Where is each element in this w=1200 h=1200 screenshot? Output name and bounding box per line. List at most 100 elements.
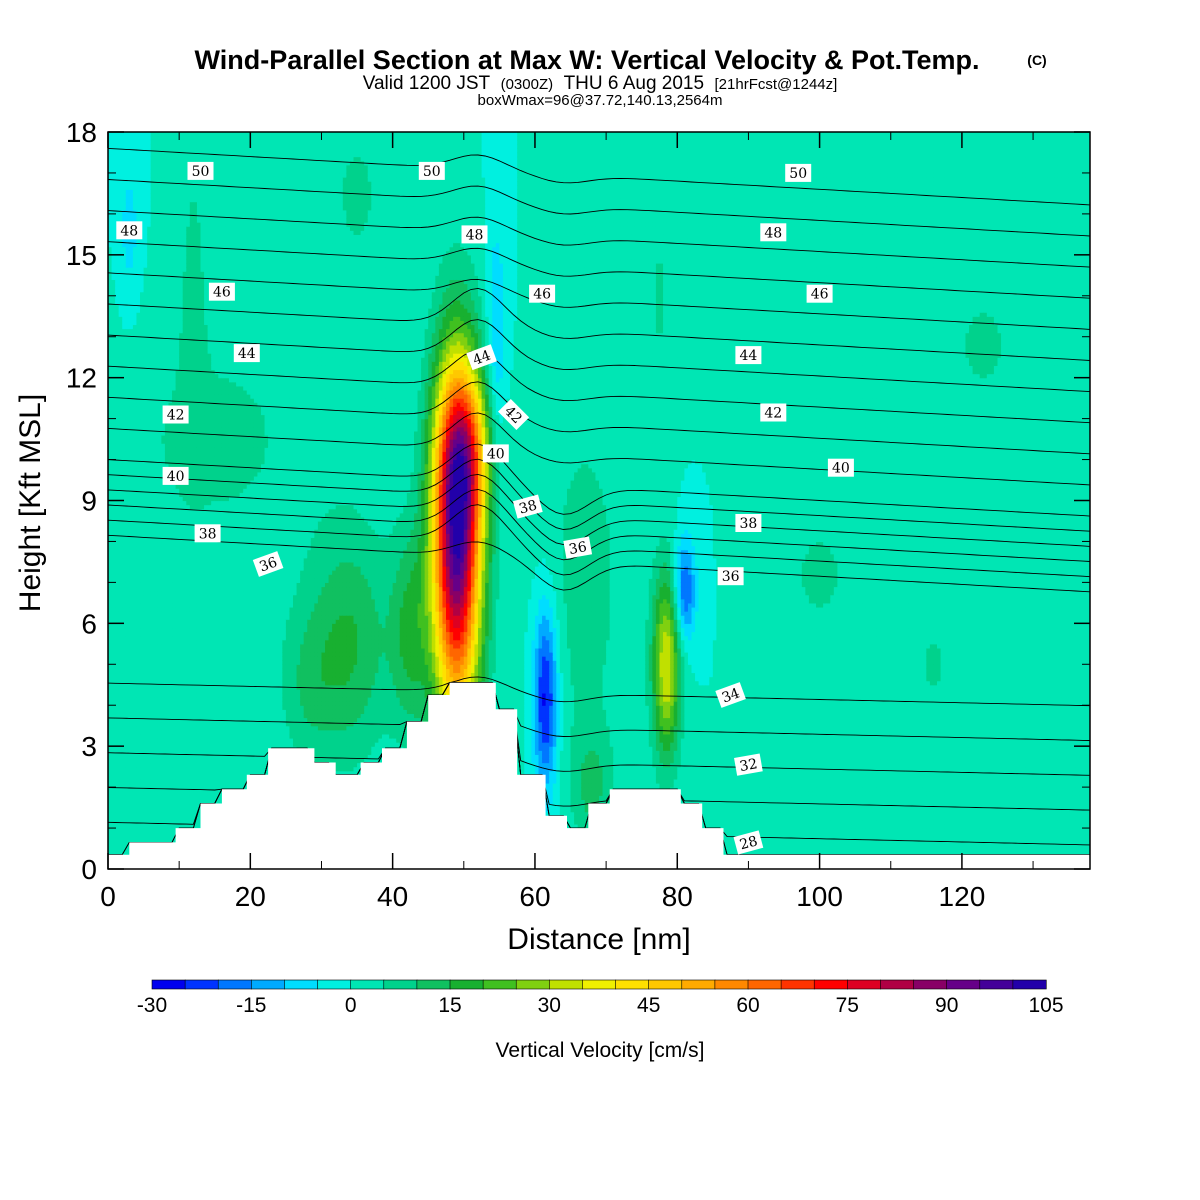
w-field-cell [126,439,130,444]
w-field-cell [112,353,116,358]
w-field-cell [115,202,119,207]
w-field-cell [133,648,137,653]
w-field-cell [112,550,116,555]
w-field-cell [122,316,126,321]
w-field-cell [122,611,126,616]
w-field-cell [129,345,133,350]
w-field-cell [119,451,123,456]
w-field-cell [112,607,116,612]
w-field-cell [126,644,130,649]
w-field-cell [122,558,126,563]
w-field-cell [129,603,133,608]
w-field-cell [112,574,116,579]
w-field-cell [129,791,133,796]
w-field-cell [126,435,130,440]
w-field-cell [115,758,119,763]
w-field-cell [126,689,130,694]
w-field-cell [119,361,123,366]
w-field-cell [119,554,123,559]
w-field-cell [112,713,116,718]
w-field-cell [112,361,116,366]
w-field-cell [122,820,126,825]
w-field-cell [112,562,116,567]
w-field-cell [122,283,126,288]
w-field-cell [112,439,116,444]
w-field-cell [126,554,130,559]
w-field-cell [115,267,119,272]
w-field-cell [115,247,119,252]
w-field-cell [129,509,133,514]
w-field-cell [115,369,119,374]
w-field-cell [126,447,130,452]
w-field-cell [122,640,126,645]
w-field-cell [129,824,133,829]
w-field-cell [112,566,116,571]
w-field-cell [112,582,116,587]
w-field-cell [126,476,130,481]
w-field-cell [119,541,123,546]
w-field-cell [115,734,119,739]
w-field-cell [122,570,126,575]
w-field-cell [133,820,137,825]
w-field-cell [119,415,123,420]
w-field-cell [129,279,133,284]
w-field-cell [112,472,116,477]
w-field-cell [112,202,116,207]
valid-prefix: Valid 1200 JST [363,73,491,94]
w-field-cell [119,738,123,743]
w-field-cell [126,505,130,510]
w-field-cell [112,259,116,264]
w-field-cell [126,808,130,813]
w-field-cell [126,529,130,534]
w-field-cell [119,312,123,317]
w-field-cell [119,406,123,411]
w-field-cell [119,603,123,608]
w-field-cell [112,423,116,428]
w-field-cell [112,435,116,440]
w-field-cell [133,758,137,763]
w-field-cell [112,546,116,551]
w-field-cell [122,144,126,149]
w-field-cell [129,357,133,362]
w-field-cell [133,615,137,620]
w-field-cell [119,816,123,821]
w-field-cell [112,705,116,710]
w-field-cell [133,652,137,657]
w-field-cell [119,152,123,157]
w-field-cell [112,316,116,321]
w-field-cell [112,791,116,796]
w-field-cell [126,189,130,194]
w-field-cell [126,779,130,784]
w-field-cell [119,136,123,141]
w-field-cell [129,476,133,481]
w-field-cell [126,206,130,211]
w-field-cell [126,783,130,788]
w-field-cell [112,279,116,284]
w-field-cell [129,513,133,518]
w-field-cell [126,750,130,755]
w-field-cell [115,615,119,620]
w-field-cell [119,288,123,293]
w-field-cell [122,738,126,743]
w-field-cell [122,185,126,190]
w-field-cell [112,836,116,841]
w-field-cell [133,754,137,759]
w-field-cell [126,492,130,497]
w-field-cell [112,152,116,157]
w-field-cell [115,627,119,632]
w-field-cell [119,783,123,788]
w-field-cell [129,312,133,317]
w-field-cell [122,816,126,821]
w-field-cell [112,767,116,772]
w-field-cell [122,410,126,415]
w-field-cell [133,562,137,567]
w-field-cell [122,603,126,608]
w-field-cell [115,439,119,444]
w-field-cell [122,173,126,178]
w-field-cell [122,439,126,444]
w-field-cell [119,758,123,763]
w-field-cell [112,541,116,546]
w-field-cell [119,345,123,350]
w-field-cell [115,611,119,616]
w-field-cell [115,345,119,350]
